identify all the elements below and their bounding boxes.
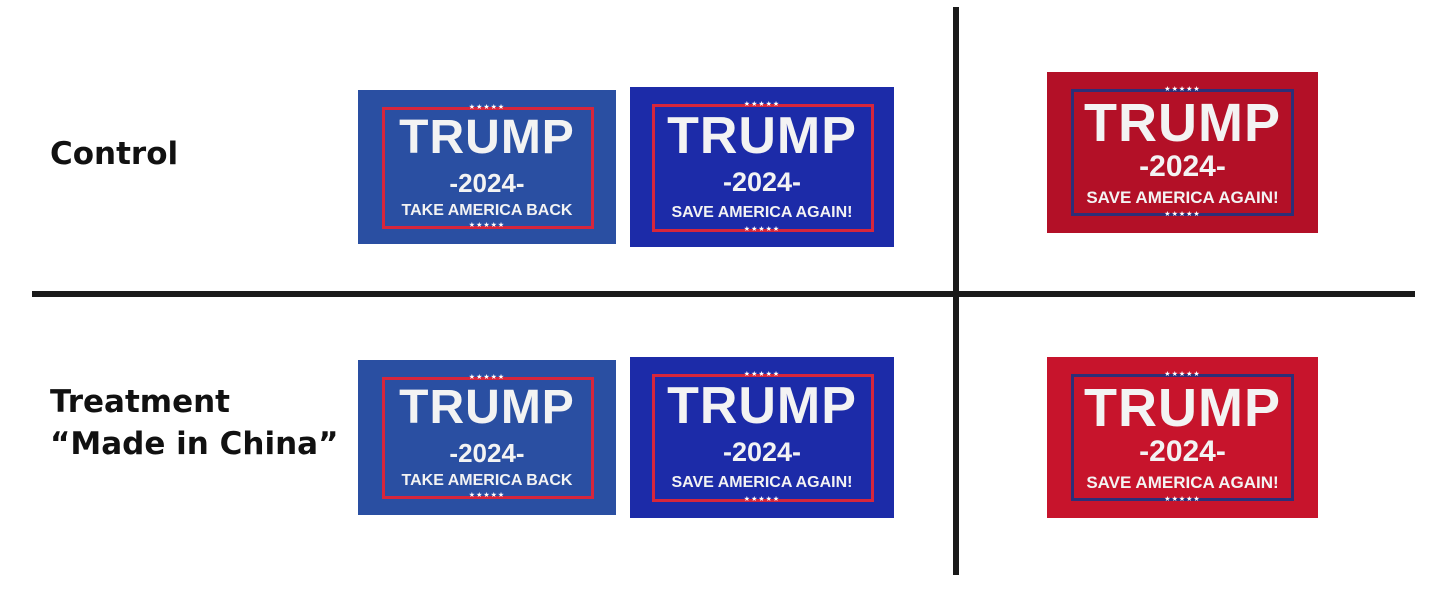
flag-border (1071, 374, 1294, 501)
flag-year: -2024- (1139, 150, 1226, 183)
stars-top: ★★★★★ (468, 374, 506, 381)
flag-year: -2024- (722, 437, 802, 467)
flag-slogan: SAVE AMERICA AGAIN! (671, 204, 853, 221)
flag-save-america-again-red-control: ★★★★★ TRUMP -2024- SAVE AMERICA AGAIN! ★… (1047, 72, 1318, 233)
flag-name: TRUMP (667, 107, 857, 165)
made-in-china-label: “Made in China” (50, 426, 339, 462)
flag-take-america-back-treatment: ★★★★★ TRUMP -2024- TAKE AMERICA BACK ★★★… (358, 360, 616, 515)
stars-top: ★★★★★ (743, 101, 781, 108)
stars-bottom: ★★★★★ (1164, 211, 1201, 218)
horizontal-divider (32, 291, 1415, 297)
treatment-label: Treatment (50, 384, 231, 420)
flag-year: -2024- (449, 168, 525, 198)
flag-year: -2024- (722, 167, 802, 197)
flag-slogan: TAKE AMERICA BACK (401, 472, 573, 489)
flag-border (652, 104, 874, 232)
control-label: Control (50, 136, 179, 172)
stars-top: ★★★★★ (468, 104, 506, 111)
flag-save-america-again-blue-treatment: ★★★★★ TRUMP -2024- SAVE AMERICA AGAIN! ★… (630, 357, 894, 518)
flag-border (382, 107, 594, 229)
flag-name: TRUMP (667, 377, 857, 435)
stars-top: ★★★★★ (743, 371, 781, 378)
flag-year: -2024- (1139, 435, 1226, 468)
flag-slogan: TAKE AMERICA BACK (401, 202, 573, 219)
flag-border (652, 374, 874, 502)
stars-top: ★★★★★ (1164, 371, 1201, 378)
stars-bottom: ★★★★★ (1164, 496, 1201, 503)
flag-slogan: SAVE AMERICA AGAIN! (1086, 473, 1279, 492)
stars-bottom: ★★★★★ (743, 226, 781, 233)
flag-take-america-back-control: ★★★★★ TRUMP -2024- TAKE AMERICA BACK ★★★… (358, 90, 616, 244)
stars-bottom: ★★★★★ (743, 496, 781, 503)
flag-slogan: SAVE AMERICA AGAIN! (671, 474, 853, 491)
flag-border (1071, 89, 1294, 216)
flag-name: TRUMP (1084, 378, 1281, 438)
stars-bottom: ★★★★★ (468, 222, 506, 229)
flag-name: TRUMP (399, 111, 575, 164)
vertical-divider (953, 7, 959, 575)
stars-top: ★★★★★ (1164, 86, 1201, 93)
flag-save-america-again-red-treatment: ★★★★★ TRUMP -2024- SAVE AMERICA AGAIN! ★… (1047, 357, 1318, 518)
flag-border (382, 377, 594, 499)
flag-save-america-again-blue-control: ★★★★★ TRUMP -2024- SAVE AMERICA AGAIN! ★… (630, 87, 894, 247)
flag-slogan: SAVE AMERICA AGAIN! (1086, 188, 1279, 207)
stars-bottom: ★★★★★ (468, 492, 506, 499)
flag-name: TRUMP (399, 381, 575, 434)
flag-year: -2024- (449, 438, 525, 468)
flag-name: TRUMP (1084, 93, 1281, 153)
